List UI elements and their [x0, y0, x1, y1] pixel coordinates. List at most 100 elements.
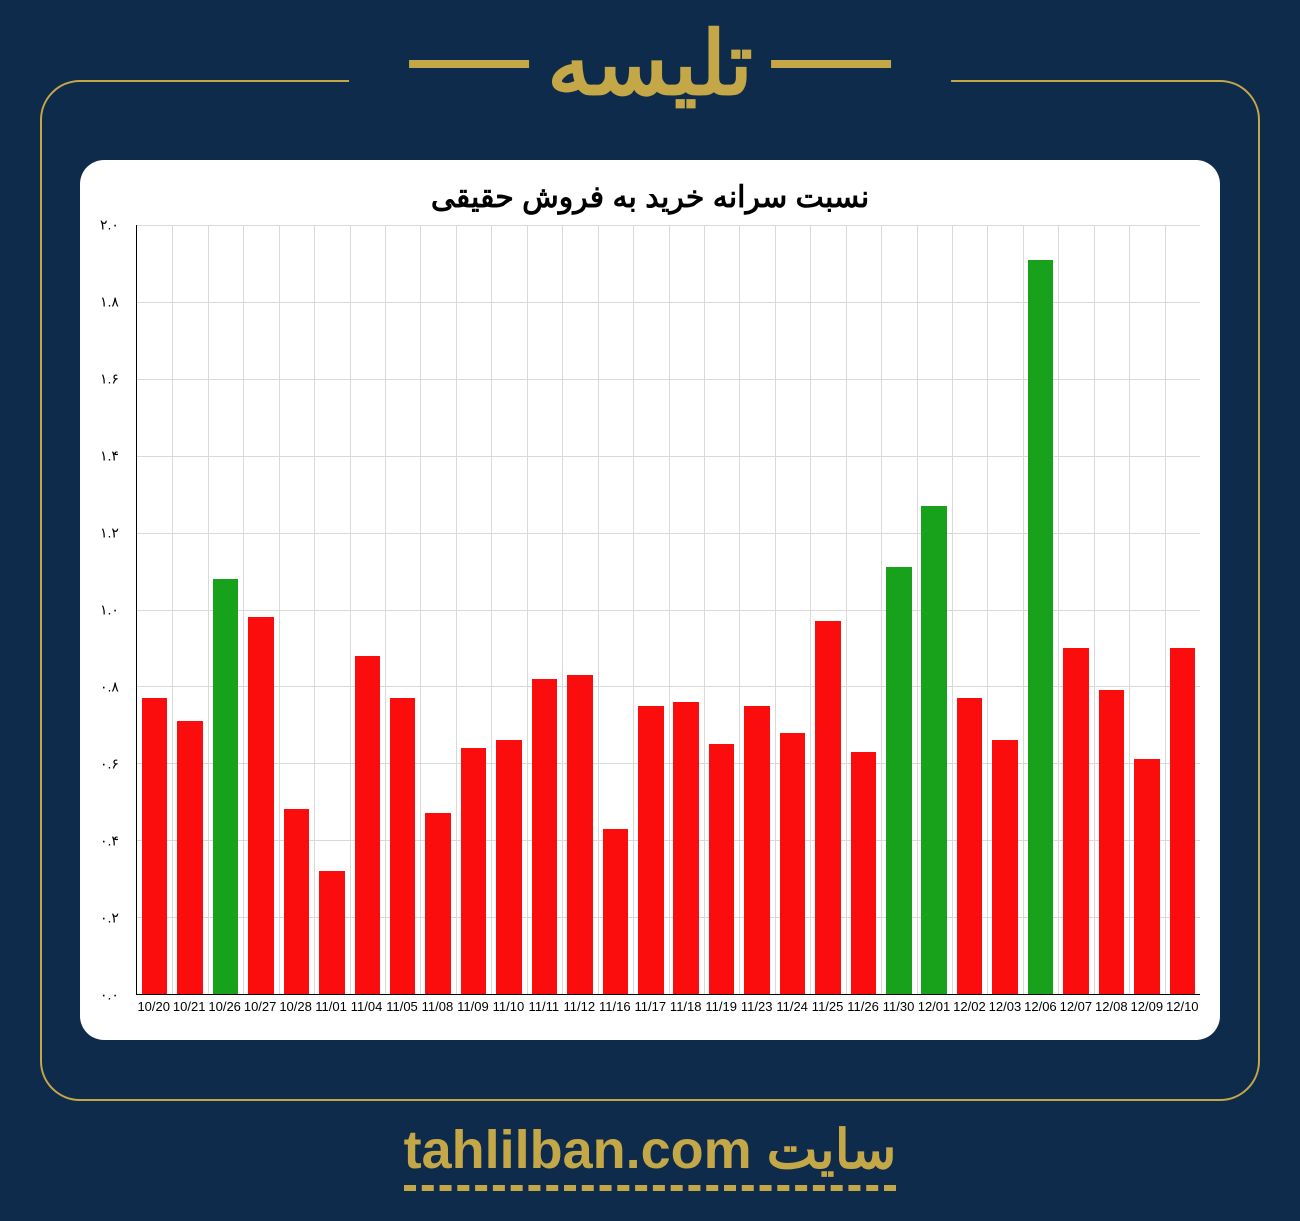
grid-line-vertical	[1165, 225, 1166, 994]
grid-line-vertical	[1129, 225, 1130, 994]
grid-line-vertical	[385, 225, 386, 994]
x-tick-label: 11/12	[564, 999, 596, 1014]
x-tick-label: 10/20	[137, 999, 170, 1014]
x-tick-label: 10/21	[173, 999, 206, 1014]
grid-line-vertical	[527, 225, 528, 994]
grid-line-vertical	[1094, 225, 1095, 994]
x-tick-label: 12/06	[1024, 999, 1057, 1014]
y-tick-label: ۱.۶	[100, 371, 136, 388]
chart-bar	[284, 809, 310, 994]
x-tick-label: 12/07	[1060, 999, 1093, 1014]
chart-plot-wrap: ۰.۰۰.۲۰.۴۰.۶۰.۸۱.۰۱.۲۱.۴۱.۶۱.۸۲.۰ 10/201…	[100, 225, 1200, 1025]
chart-bar	[142, 698, 168, 994]
x-tick-label: 11/26	[847, 999, 879, 1014]
x-tick-label: 12/10	[1166, 999, 1199, 1014]
chart-bar	[780, 733, 806, 994]
chart-card: نسبت سرانه خرید به فروش حقیقی ۰.۰ ۰.۲ ۰.۴ ۰…	[80, 160, 1220, 1040]
x-tick-label: 11/30	[883, 999, 915, 1014]
chart-bar	[496, 740, 522, 994]
grid-line-vertical	[987, 225, 988, 994]
grid-line-vertical	[598, 225, 599, 994]
x-tick-label: 11/05	[386, 999, 418, 1014]
x-tick-label: 11/10	[493, 999, 525, 1014]
chart-bar	[992, 740, 1018, 994]
grid-line-vertical	[881, 225, 882, 994]
chart-bar	[673, 702, 699, 994]
header-title: تلیسه	[529, 20, 771, 108]
y-axis: ۰.۰۰.۲۰.۴۰.۶۰.۸۱.۰۱.۲۱.۴۱.۶۱.۸۲.۰	[100, 225, 136, 995]
chart-title: نسبت سرانه خرید به فروش حقیقی	[100, 180, 1200, 215]
grid-line-vertical	[917, 225, 918, 994]
y-tick-label: ۱.۲	[100, 525, 136, 542]
grid-line-vertical	[739, 225, 740, 994]
y-tick-label: ۱.۰	[100, 602, 136, 619]
chart-bar	[1099, 690, 1125, 994]
x-tick-label: 10/28	[279, 999, 312, 1014]
chart-bar	[709, 744, 735, 994]
x-tick-label: 11/25	[812, 999, 844, 1014]
x-tick-label: 10/26	[208, 999, 241, 1014]
y-tick-label: ۲.۰	[100, 217, 136, 234]
chart-bar	[886, 567, 912, 994]
x-tick-label: 11/01	[315, 999, 347, 1014]
x-tick-label: 11/16	[599, 999, 631, 1014]
x-tick-label: 11/08	[422, 999, 454, 1014]
y-tick-label: ۰.۶	[100, 756, 136, 773]
chart-plot-area	[136, 225, 1200, 995]
x-tick-label: 11/23	[741, 999, 773, 1014]
grid-line-vertical	[243, 225, 244, 994]
footer: سایت tahlilban.com	[0, 1118, 1300, 1191]
chart-bar	[815, 621, 841, 994]
x-tick-label: 12/08	[1095, 999, 1128, 1014]
chart-bar	[319, 871, 345, 994]
x-tick-label: 12/01	[918, 999, 951, 1014]
grid-line-vertical	[279, 225, 280, 994]
chart-bar	[532, 679, 558, 994]
chart-bar	[638, 706, 664, 994]
chart-bar	[567, 675, 593, 994]
y-tick-label: ۰.۲	[100, 910, 136, 927]
grid-line-vertical	[208, 225, 209, 994]
chart-bar	[1063, 648, 1089, 994]
x-tick-label: 12/09	[1131, 999, 1164, 1014]
grid-line-vertical	[846, 225, 847, 994]
x-tick-label: 11/19	[705, 999, 737, 1014]
chart-bar	[425, 813, 451, 994]
grid-line-vertical	[952, 225, 953, 994]
header-rule-right	[771, 60, 891, 68]
x-axis: 10/2010/2110/2610/2710/2811/0111/0411/05…	[136, 995, 1200, 1025]
chart-bar	[603, 829, 629, 994]
x-tick-label: 11/17	[634, 999, 666, 1014]
header-banner: تلیسه	[349, 20, 951, 108]
header-rule-left	[409, 60, 529, 68]
grid-line-vertical	[1023, 225, 1024, 994]
grid-line-vertical	[491, 225, 492, 994]
y-tick-label: ۱.۸	[100, 294, 136, 311]
grid-line-vertical	[704, 225, 705, 994]
grid-line-vertical	[775, 225, 776, 994]
x-tick-label: 11/18	[670, 999, 702, 1014]
grid-line-vertical	[562, 225, 563, 994]
chart-bar	[177, 721, 203, 994]
footer-text: سایت tahlilban.com	[404, 1118, 897, 1191]
chart-bar	[1170, 648, 1196, 994]
y-tick-label: ۰.۸	[100, 679, 136, 696]
grid-line-vertical	[172, 225, 173, 994]
grid-line-vertical	[456, 225, 457, 994]
grid-line-vertical	[669, 225, 670, 994]
chart-bar	[1028, 260, 1054, 994]
grid-line-vertical	[420, 225, 421, 994]
chart-bar	[851, 752, 877, 994]
x-tick-label: 11/09	[457, 999, 489, 1014]
y-tick-label: ۰.۴	[100, 833, 136, 850]
chart-bar	[461, 748, 487, 994]
chart-bar	[921, 506, 947, 994]
x-tick-label: 11/11	[529, 999, 560, 1014]
grid-line-vertical	[350, 225, 351, 994]
x-tick-label: 12/03	[989, 999, 1022, 1014]
chart-bar	[1134, 759, 1160, 994]
y-tick-label: ۱.۴	[100, 448, 136, 465]
chart-bar	[957, 698, 983, 994]
y-tick-label: ۰.۰	[100, 987, 136, 1004]
chart-bar	[355, 656, 381, 994]
